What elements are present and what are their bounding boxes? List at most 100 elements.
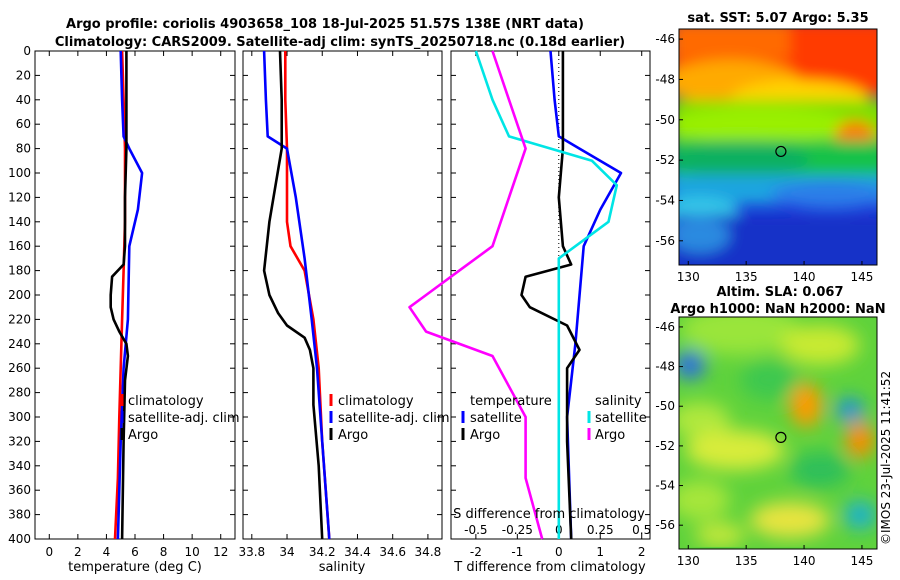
ytick-label: 100 xyxy=(8,166,31,180)
sla-argo-location-marker xyxy=(775,431,787,443)
ytick-label: 300 xyxy=(8,410,31,424)
temperature-lines xyxy=(109,50,144,540)
ytick-label: 80 xyxy=(16,142,31,156)
xtick-label: -1 xyxy=(511,545,523,559)
salinity-xlabel: salinity xyxy=(319,560,366,575)
temperature-ticks: 0204060801001201401601802002202402602803… xyxy=(8,44,235,559)
ytick-label: 280 xyxy=(8,386,31,400)
legend-label-temp-argo: Argo xyxy=(470,428,500,443)
top-xtick-label: 0.5 xyxy=(632,523,651,537)
legend-label-climatology: climatology xyxy=(338,394,414,409)
series-line-temperature-argo xyxy=(520,51,581,540)
difference-top-xlabel: S difference from climatology xyxy=(453,507,645,522)
sla-map-title-line2: Argo h1000: NaN h2000: NaN xyxy=(670,302,885,317)
series-line-satellite-adj-clim xyxy=(116,50,144,540)
legend-label-argo: Argo xyxy=(128,428,158,443)
sst-map-axes: 130 135 140 145 -46 -48 -50 -52 -54 -56 xyxy=(655,32,873,284)
map-xtick-label: 140 xyxy=(793,270,816,284)
legend-label-temp-satellite: satellite xyxy=(470,411,522,426)
map-xtick-label: 130 xyxy=(677,270,700,284)
ytick-label: 400 xyxy=(8,532,31,546)
series-line-argo xyxy=(262,50,324,540)
difference-axes xyxy=(450,50,651,540)
series-line-salinity-argo xyxy=(408,50,544,540)
ytick-label: 140 xyxy=(8,215,31,229)
map-xtick-label: 140 xyxy=(793,554,816,568)
ytick-label: 260 xyxy=(8,361,31,375)
map-ytick-label: -56 xyxy=(655,518,675,532)
sst-map-frame xyxy=(678,28,878,266)
difference-lines xyxy=(408,50,623,540)
series-line-salinity-satellite xyxy=(474,50,619,539)
temperature-axes xyxy=(34,50,236,540)
top-xtick-label: -0.25 xyxy=(502,523,533,537)
legend-label-satellite: satellite-adj. clim xyxy=(128,411,240,426)
xtick-label: 2 xyxy=(638,545,646,559)
legend-label-climatology: climatology xyxy=(128,394,204,409)
map-xtick-label: 145 xyxy=(850,554,873,568)
figure-title-line1: Argo profile: coriolis 4903658_108 18-Ju… xyxy=(66,17,584,32)
ytick-label: 40 xyxy=(16,93,31,107)
ytick-label: 360 xyxy=(8,483,31,497)
sst-map-title: sat. SST: 5.07 Argo: 5.35 xyxy=(687,11,868,26)
map-ytick-label: -54 xyxy=(655,479,675,493)
xtick-label: 10 xyxy=(185,545,200,559)
ytick-label: 240 xyxy=(8,337,31,351)
legend-label-sal-argo: Argo xyxy=(595,428,625,443)
map-xtick-label: 130 xyxy=(677,554,700,568)
top-xtick-label: 0.25 xyxy=(587,523,614,537)
legend-label-sal-satellite: satellite xyxy=(595,411,647,426)
map-ytick-label: -46 xyxy=(655,32,675,46)
xtick-label: 34.6 xyxy=(379,545,406,559)
xtick-label: 33.8 xyxy=(238,545,265,559)
map-xtick-label: 135 xyxy=(735,554,758,568)
salinity-legend: climatology satellite-adj. clim Argo xyxy=(329,394,450,443)
xtick-label: 1 xyxy=(596,545,604,559)
map-ytick-label: -52 xyxy=(655,153,675,167)
map-xtick-label: 145 xyxy=(850,270,873,284)
xtick-label: 2 xyxy=(74,545,82,559)
series-line-argo xyxy=(109,51,130,540)
sst-argo-location-marker xyxy=(775,145,787,158)
legend-temperature-heading: temperature xyxy=(470,394,552,409)
sla-map-frame xyxy=(678,316,878,550)
map-ytick-label: -46 xyxy=(655,320,675,334)
ytick-label: 180 xyxy=(8,264,31,278)
legend-salinity-heading: salinity xyxy=(595,394,642,409)
ytick-label: 220 xyxy=(8,312,31,326)
map-ytick-label: -50 xyxy=(655,113,675,127)
top-xtick-label: -0.5 xyxy=(464,523,487,537)
legend-label-satellite: satellite-adj. clim xyxy=(338,411,450,426)
xtick-label: 0 xyxy=(45,545,53,559)
xtick-label: 8 xyxy=(160,545,168,559)
map-ytick-label: -52 xyxy=(655,439,675,453)
xtick-label: 34.8 xyxy=(415,545,442,559)
map-ytick-label: -50 xyxy=(655,399,675,413)
ytick-label: 160 xyxy=(8,239,31,253)
ytick-label: 20 xyxy=(16,68,31,82)
watermark: ©IMOS 23-Jul-2025 11:41:52 xyxy=(879,371,893,545)
salinity-axes xyxy=(242,50,443,540)
legend-label-argo: Argo xyxy=(338,428,368,443)
difference-legend: temperature satellite Argo salinity sate… xyxy=(461,394,647,443)
xtick-label: 0 xyxy=(555,545,563,559)
ytick-label: 60 xyxy=(16,117,31,131)
series-line-satellite-adj-clim xyxy=(262,50,331,540)
salinity-lines xyxy=(262,50,331,540)
sst-map-image xyxy=(679,29,877,265)
difference-ticks: -2 -1 0 1 2-0.5 -0.25 0 0.25 0.5 xyxy=(451,50,651,559)
sla-map-image xyxy=(679,317,877,549)
ytick-label: 340 xyxy=(8,459,31,473)
sla-map-title-line1: Altim. SLA: 0.067 xyxy=(717,285,844,300)
series-line-temperature-satellite xyxy=(549,50,623,540)
ytick-label: 320 xyxy=(8,434,31,448)
map-ytick-label: -54 xyxy=(655,193,675,207)
xtick-label: 34.2 xyxy=(309,545,336,559)
xtick-label: 34 xyxy=(279,545,294,559)
xtick-label: -2 xyxy=(470,545,482,559)
xtick-label: 4 xyxy=(103,545,111,559)
figure-title-line2: Climatology: CARS2009. Satellite-adj cli… xyxy=(55,35,625,50)
xtick-label: 6 xyxy=(131,545,139,559)
salinity-ticks: 33.8 34 34.2 34.4 34.6 34.8 xyxy=(238,50,442,559)
